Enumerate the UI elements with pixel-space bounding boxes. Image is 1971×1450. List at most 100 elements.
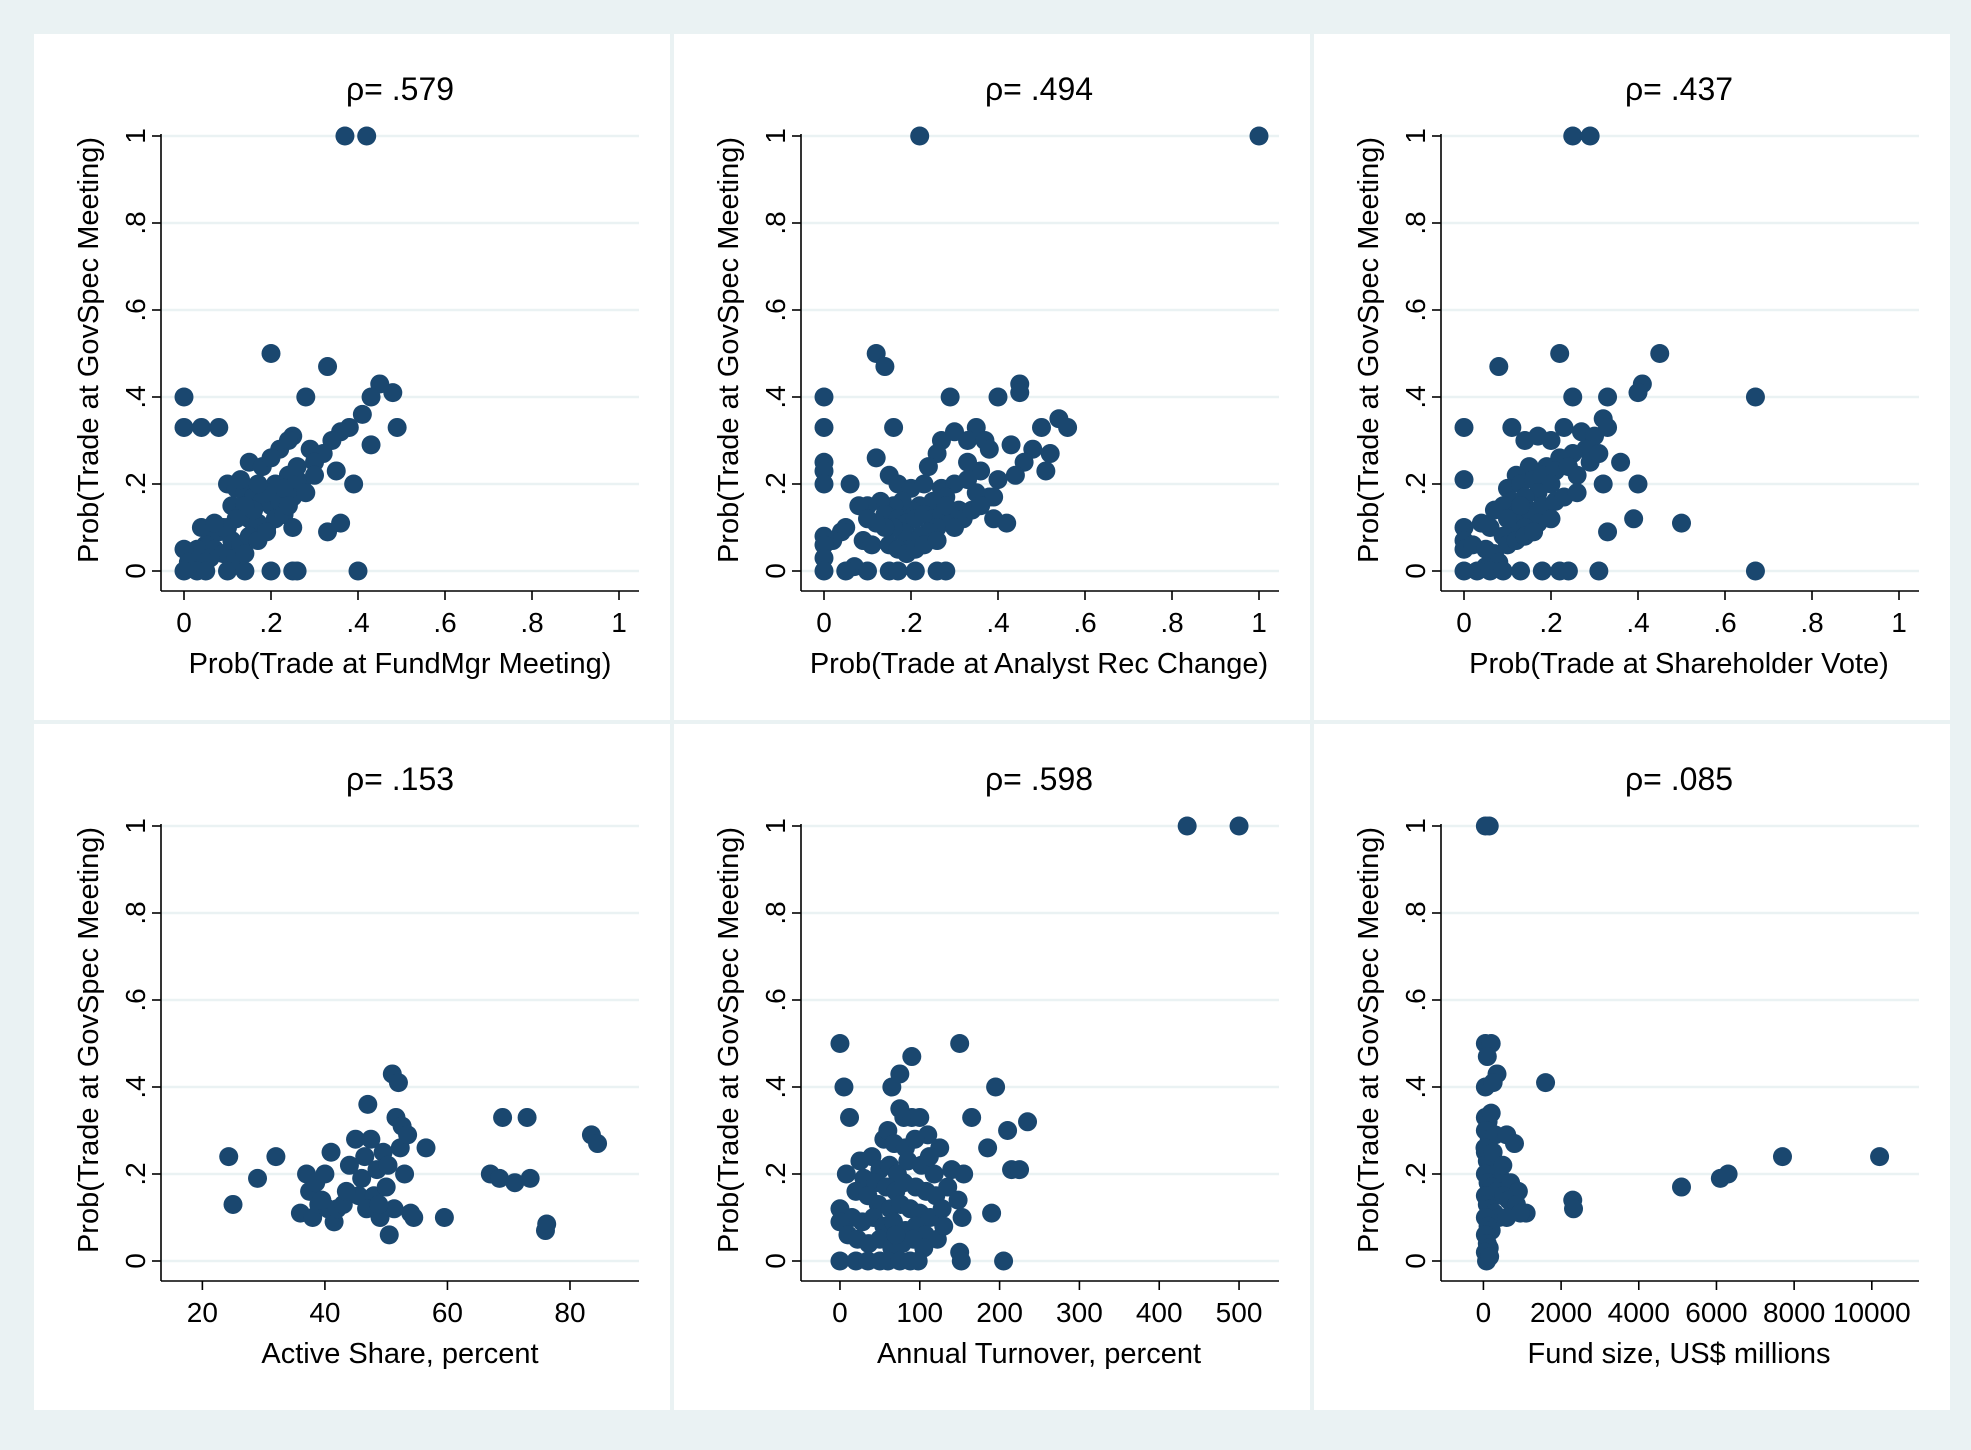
panel-2-y-tick-label-3: .6 — [760, 298, 791, 321]
panel-5-data-point-16 — [890, 1099, 910, 1119]
panel-4-y-tick-label-4: .8 — [120, 901, 151, 924]
panel-4-data-point-1 — [223, 1194, 243, 1214]
panel-1-data-point-12 — [387, 417, 407, 437]
panel-2-data-point-65 — [936, 496, 956, 516]
panel-6: ρ= .085 Prob(Trade at GovSpec Meeting) F… — [1314, 724, 1950, 1410]
panel-2-data-point-101 — [945, 518, 964, 537]
panel-3-x-tick-label-0: 0 — [1456, 607, 1472, 638]
panel-2-data-point-39 — [914, 474, 934, 494]
panel-3-data-point-35 — [1589, 444, 1609, 464]
panel-6-data-point-8 — [1536, 1073, 1556, 1093]
panel-4-data-point-40 — [434, 1208, 454, 1227]
panel-5-data-point-87 — [908, 1251, 928, 1271]
panel-4-background — [34, 724, 670, 1410]
panel-1-data-point-79 — [196, 561, 216, 581]
panel-1-x-tick-label-1: .2 — [259, 607, 282, 638]
panel-2-data-point-19 — [979, 439, 999, 459]
panel-1-x-tick-label-3: .6 — [433, 607, 456, 638]
panel-3-data-point-7 — [1598, 387, 1618, 407]
panel-5-x-tick-label-1: 100 — [896, 1297, 943, 1328]
panel-1-data-point-1 — [357, 126, 377, 146]
panel-3-data-point-71 — [1454, 561, 1474, 581]
panel-2-y-tick-label-4: .8 — [760, 211, 791, 234]
panel-2-axes: 0 .2 .4 .6 .8 1 0 .2 .4 .6 .8 1 — [760, 128, 1279, 638]
panel-6-data-point-34 — [1672, 1177, 1691, 1197]
panel-4-data-point-2 — [248, 1168, 268, 1188]
panel-2-x-tick-label-4: .8 — [1160, 607, 1183, 638]
panel-2-data-point-12 — [1058, 417, 1078, 437]
panel-2-data-point-33 — [814, 461, 834, 481]
panel-2-data-point-0 — [910, 126, 930, 146]
panel-6-data-point-33 — [1564, 1199, 1584, 1219]
panel-5-data-point-46 — [938, 1177, 958, 1197]
panel-3-data-point-79 — [1745, 561, 1765, 581]
panel-5-data-point-80 — [830, 1251, 850, 1271]
panel-1-data-point-85 — [348, 561, 368, 581]
panel-3-axes: 0 .2 .4 .6 .8 1 0 .2 .4 .6 .8 1 — [1400, 128, 1919, 638]
panel-3-background — [1314, 34, 1950, 720]
panel-2-data-point-22 — [1040, 444, 1060, 464]
panel-5-x-axis-label: Annual Turnover, percent — [877, 1338, 1201, 1370]
panel-2-gridlines — [801, 134, 1279, 573]
panel-1-data-point-21 — [361, 435, 381, 455]
panel-6-data-point-7 — [1483, 1073, 1503, 1093]
panel-3-x-tick-label-2: .4 — [1626, 607, 1649, 638]
panel-3-data-point-38 — [1628, 474, 1648, 494]
panel-5-data-point-0 — [1177, 816, 1197, 836]
panel-2-y-tick-label-0: 0 — [760, 563, 791, 579]
panel-5-y-tick-label-2: .4 — [760, 1075, 791, 1098]
panel-1-y-tick-label-0: 0 — [120, 563, 151, 579]
panel-4-data-point-20 — [355, 1147, 375, 1167]
panel-2-data-point-82 — [862, 535, 882, 555]
panel-1-data-point-22 — [305, 452, 324, 472]
panel-1-data-point-78 — [174, 561, 194, 581]
panel-2-points — [814, 126, 1269, 581]
panel-6-x-tick-label-2: 4000 — [1608, 1297, 1670, 1328]
panel-5-background — [674, 724, 1310, 1410]
panel-5-data-point-91 — [886, 1225, 906, 1245]
panel-2-data-point-1 — [1249, 126, 1269, 146]
panel-3-data-point-57 — [1471, 513, 1491, 533]
panel-5-data-point-24 — [978, 1138, 998, 1158]
panel-3-x-tick-label-3: .6 — [1713, 607, 1736, 638]
panel-2-data-point-97 — [905, 561, 925, 581]
panel-2-data-point-26 — [988, 470, 1008, 490]
panel-2-data-point-35 — [840, 474, 860, 494]
panel-2-data-point-88 — [927, 531, 947, 551]
panel-6-points — [1475, 816, 1890, 1271]
panel-3-data-point-36 — [1611, 452, 1631, 472]
panel-6-data-point-16 — [1504, 1134, 1524, 1154]
panel-4-data-point-54 — [369, 1194, 389, 1214]
panel-5: ρ= .598 Prob(Trade at GovSpec Meeting) A… — [674, 724, 1310, 1410]
panel-4-y-tick-label-5: 1 — [120, 818, 151, 834]
panel-4-data-point-27 — [376, 1177, 396, 1197]
panel-2-data-point-34 — [814, 474, 834, 494]
panel-3-data-point-75 — [1532, 561, 1552, 581]
panel-1-data-point-8 — [174, 387, 194, 407]
panel-6-y-tick-label-4: .8 — [1400, 901, 1431, 924]
panel-2-data-point-3 — [875, 357, 895, 377]
panel-3-data-point-80 — [1672, 513, 1691, 533]
panel-1-y-tick-label-3: .6 — [120, 298, 151, 321]
panel-1-x-tick-label-0: 0 — [176, 607, 192, 638]
panel-6-y-tick-label-5: 1 — [1400, 818, 1431, 834]
panel-3-data-point-11 — [1502, 417, 1522, 437]
panel-3-data-point-6 — [1628, 383, 1648, 403]
panel-4-points — [219, 1064, 608, 1245]
panel-2-data-point-90 — [814, 561, 834, 581]
panel-6-axes: 0 .2 .4 .6 .8 1 0 2000 4000 6000 8000 10000 — [1400, 818, 1919, 1328]
panel-3-data-point-81 — [1624, 509, 1644, 529]
panel-4-data-point-12 — [321, 1142, 341, 1162]
panel-2-data-point-30 — [918, 457, 938, 477]
panel-5-data-point-34 — [954, 1164, 974, 1184]
panel-4-data-point-28 — [379, 1225, 399, 1245]
panel-3-data-point-77 — [1558, 561, 1578, 581]
panel-1-data-point-51 — [278, 496, 298, 516]
panel-1-data-point-6 — [361, 387, 381, 407]
panel-2-data-point-99 — [997, 513, 1017, 533]
panel-3-y-tick-label-2: .4 — [1400, 385, 1431, 408]
panel-6-background — [1314, 724, 1950, 1410]
panel-4-data-point-17 — [346, 1129, 366, 1149]
panel-6-data-point-54 — [1483, 1142, 1503, 1162]
panel-4-data-point-50 — [588, 1134, 608, 1154]
